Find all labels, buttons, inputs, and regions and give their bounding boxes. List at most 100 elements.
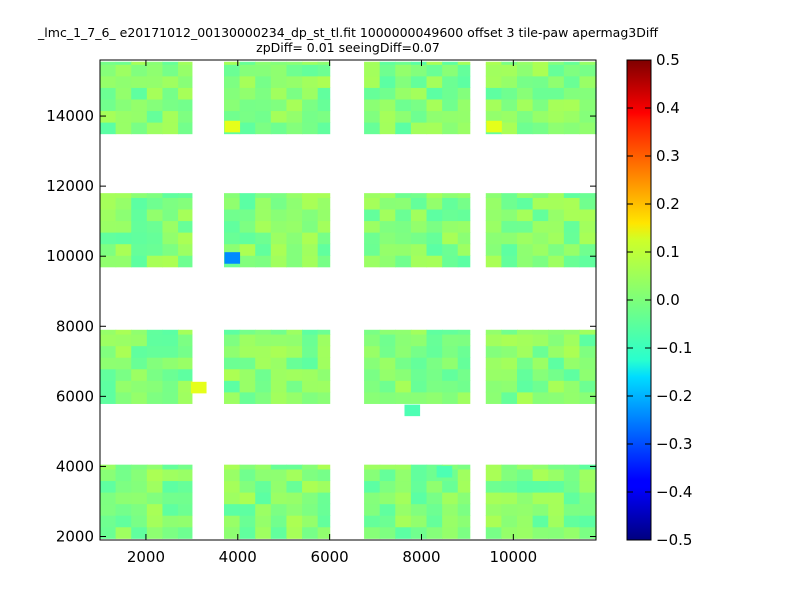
heatmap-cell: [364, 526, 381, 539]
heatmap-cell: [532, 357, 549, 370]
heatmap-cell: [501, 61, 518, 65]
heatmap-cell: [563, 64, 581, 77]
heatmap-cell: [442, 243, 459, 256]
heatmap-cell: [162, 464, 179, 470]
heatmap-cell: [239, 515, 256, 528]
heatmap-cell: [286, 193, 303, 198]
heatmap-cell: [131, 329, 148, 335]
heatmap-cell: [485, 503, 502, 516]
heatmap-cell: [131, 368, 148, 381]
heatmap-cell: [131, 255, 148, 268]
heatmap-cell: [548, 243, 565, 256]
heatmap-cell: [532, 391, 549, 404]
heatmap-highlight-cell: [404, 404, 421, 417]
heatmap-cell: [146, 368, 164, 381]
heatmap-cell: [517, 110, 534, 123]
heatmap-cell: [115, 329, 132, 335]
heatmap-cell: [517, 75, 534, 88]
heatmap-cell: [317, 333, 331, 347]
heatmap-cell: [442, 193, 459, 198]
heatmap-cell: [286, 380, 303, 393]
heatmap-cell: [501, 329, 518, 335]
heatmap-cell: [457, 357, 471, 370]
heatmap-cell: [255, 480, 272, 493]
heatmap-cell: [146, 329, 164, 335]
heatmap-cell: [317, 61, 331, 65]
x-tick-label: 4000: [219, 548, 257, 566]
heatmap-cell: [548, 98, 565, 112]
heatmap-cell: [364, 380, 381, 393]
heatmap-cell: [501, 197, 518, 210]
heatmap-cell: [317, 503, 331, 516]
heatmap-cell: [364, 468, 381, 482]
heatmap-cell: [548, 193, 565, 198]
heatmap-cell: [255, 64, 272, 77]
heatmap-cell: [379, 232, 396, 245]
heatmap-cell: [255, 87, 272, 100]
heatmap-cell: [364, 255, 381, 268]
heatmap-cell: [162, 345, 179, 358]
heatmap-cell: [317, 329, 331, 335]
heatmap-cell: [178, 503, 193, 516]
heatmap-cell: [410, 122, 428, 135]
heatmap-cell: [131, 220, 148, 233]
heatmap-cell: [178, 515, 193, 528]
heatmap-cell: [379, 110, 396, 123]
heatmap-cell: [579, 526, 596, 539]
heatmap-cells: [100, 61, 597, 539]
heatmap-cell: [224, 329, 241, 335]
heatmap-cell: [178, 110, 193, 123]
heatmap-cell: [395, 492, 412, 505]
heatmap-cell: [131, 380, 148, 393]
heatmap-cell: [379, 391, 396, 404]
heatmap-highlight-cell: [224, 120, 241, 133]
heatmap-cell: [270, 380, 288, 393]
heatmap-cell: [178, 64, 193, 77]
heatmap-cell: [224, 380, 241, 393]
heatmap-cell: [379, 208, 396, 222]
heatmap-cell: [239, 193, 256, 198]
heatmap-cell: [501, 368, 518, 381]
heatmap-cell: [162, 333, 179, 347]
heatmap-cell: [302, 87, 319, 100]
heatmap-cell: [395, 526, 412, 539]
heatmap-cell: [395, 232, 412, 245]
heatmap-cell: [270, 492, 288, 505]
heatmap-cell: [442, 61, 459, 65]
heatmap-cell: [548, 329, 565, 335]
heatmap-cell: [517, 515, 534, 528]
y-tick-label: 4000: [56, 457, 94, 475]
heatmap-highlight-cell: [486, 120, 502, 133]
heatmap-cell: [563, 243, 581, 256]
heatmap-cell: [532, 193, 549, 198]
heatmap-cell: [563, 345, 581, 358]
heatmap-cell: [224, 492, 241, 505]
heatmap-cell: [532, 515, 549, 528]
heatmap-cell: [532, 208, 549, 222]
heatmap-cell: [517, 208, 534, 222]
heatmap-cell: [302, 193, 319, 198]
heatmap-cell: [162, 197, 179, 210]
colorbar: 0.5 0.4 0.3 0.2 0.1 0.0 −0.1 −0.2 −0.3 −0.4 −0.5: [626, 51, 692, 549]
heatmap-cell: [131, 515, 148, 528]
heatmap-cell: [364, 480, 381, 493]
heatmap-cell: [178, 87, 193, 100]
heatmap-cell: [364, 515, 381, 528]
heatmap-cell: [426, 122, 443, 135]
heatmap-cell: [286, 526, 303, 539]
heatmap-cell: [457, 329, 471, 335]
heatmap-cell: [162, 380, 179, 393]
heatmap-cell: [501, 345, 518, 358]
heatmap-cell: [395, 515, 412, 528]
heatmap-cell: [457, 243, 471, 256]
heatmap-cell: [239, 345, 256, 358]
heatmap-cell: [146, 468, 164, 482]
heatmap-cell: [410, 87, 428, 100]
heatmap-cell: [100, 503, 117, 516]
heatmap-cell: [548, 87, 565, 100]
heatmap-cell: [364, 61, 381, 65]
heatmap-cell: [442, 329, 459, 335]
heatmap-cell: [410, 333, 428, 347]
heatmap-cell: [457, 515, 471, 528]
y-tick-label: 10000: [46, 247, 94, 265]
